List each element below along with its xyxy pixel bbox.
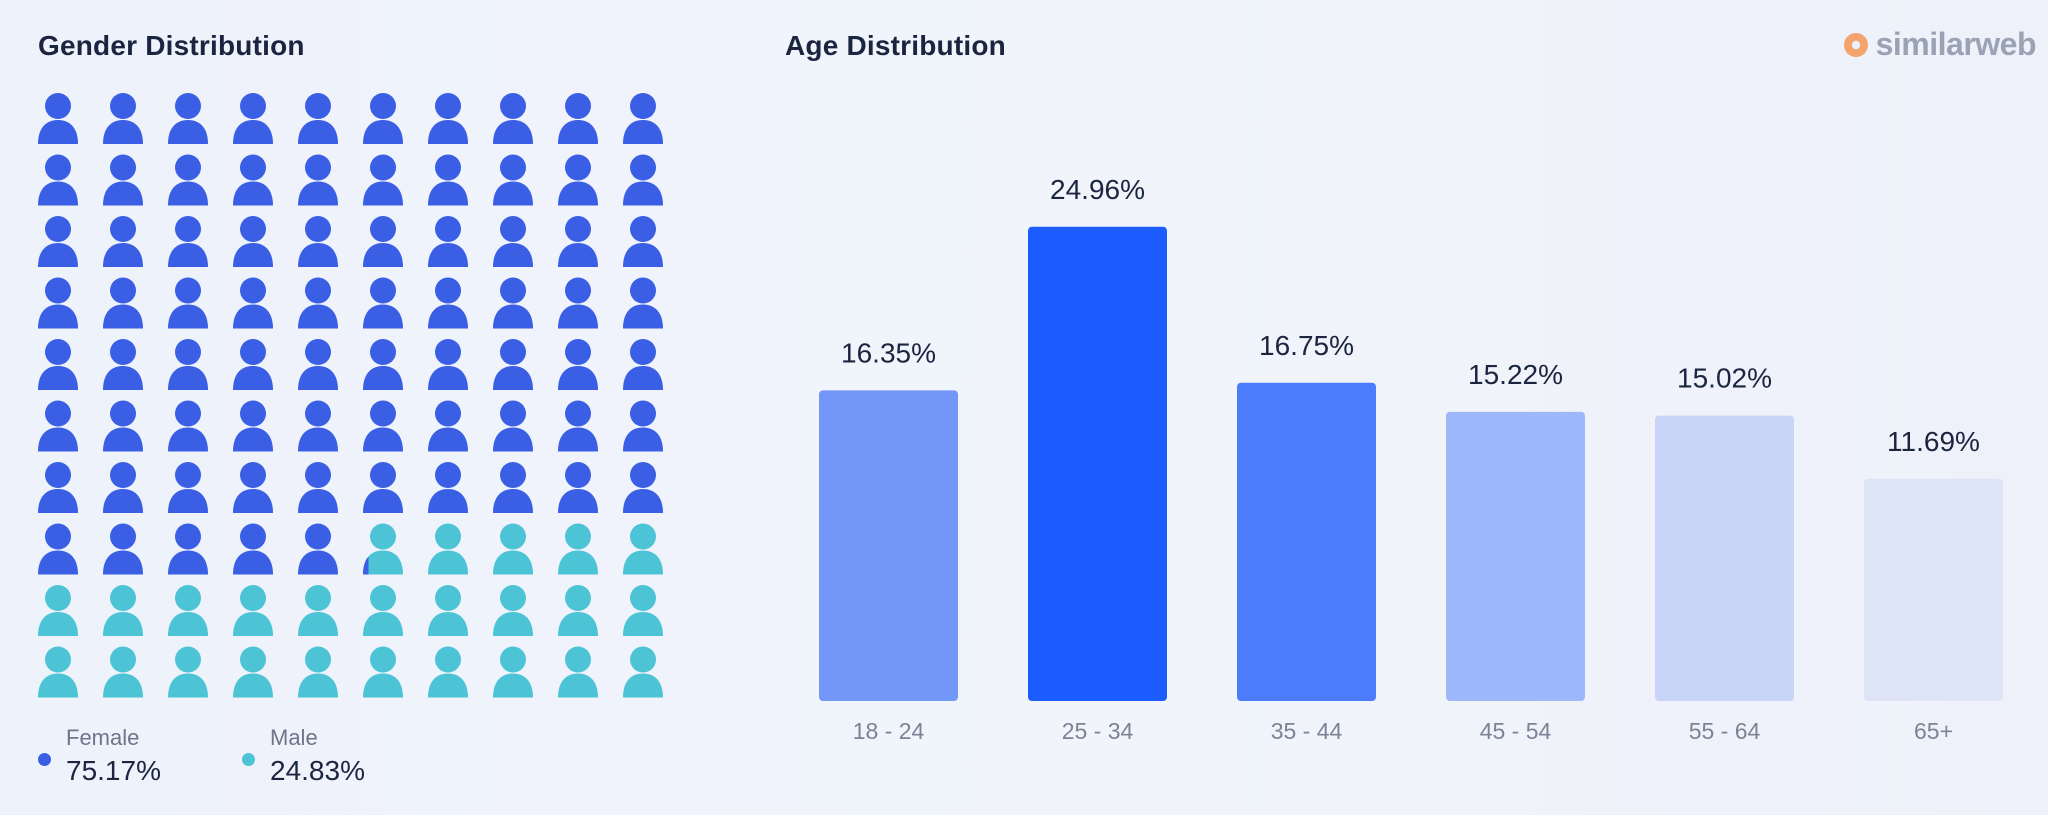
age-category-label: 45 - 54 — [1480, 718, 1552, 744]
similarweb-logo[interactable]: similarweb — [1842, 26, 2037, 63]
age-bar-value-label: 15.02% — [1677, 363, 1772, 394]
age-bar-value-label: 15.22% — [1468, 359, 1563, 390]
age-category-label: 65+ — [1914, 718, 1953, 744]
age-bar-2 — [1237, 382, 1376, 701]
age-bar-value-label: 24.96% — [1050, 174, 1145, 205]
similarweb-logo-icon — [1843, 32, 1868, 57]
age-category-label: 55 - 64 — [1689, 718, 1761, 744]
legend-male-label: Male — [270, 725, 318, 750]
age-category-label: 35 - 44 — [1271, 718, 1343, 744]
age-bar-1 — [1028, 226, 1167, 701]
age-category-label: 18 - 24 — [853, 718, 925, 744]
legend-female-value: 75.17% — [66, 755, 161, 786]
age-bar-4 — [1655, 415, 1794, 701]
legend-male-value: 24.83% — [270, 755, 365, 786]
age-bar-0 — [819, 390, 958, 701]
age-distribution-title: Age Distribution — [785, 30, 1006, 61]
age-bar-value-label: 11.69% — [1887, 426, 1980, 457]
similarweb-logo-text: similarweb — [1875, 26, 2037, 62]
age-bar-5 — [1864, 478, 2003, 701]
female-dot — [38, 753, 51, 766]
male-dot — [242, 753, 255, 766]
legend-female-label: Female — [66, 725, 140, 750]
age-bar-value-label: 16.75% — [1259, 330, 1354, 361]
gender-distribution-title: Gender Distribution — [38, 30, 305, 61]
age-bar-3 — [1446, 411, 1585, 701]
age-category-label: 25 - 34 — [1062, 718, 1134, 744]
age-bar-value-label: 16.35% — [841, 337, 936, 368]
